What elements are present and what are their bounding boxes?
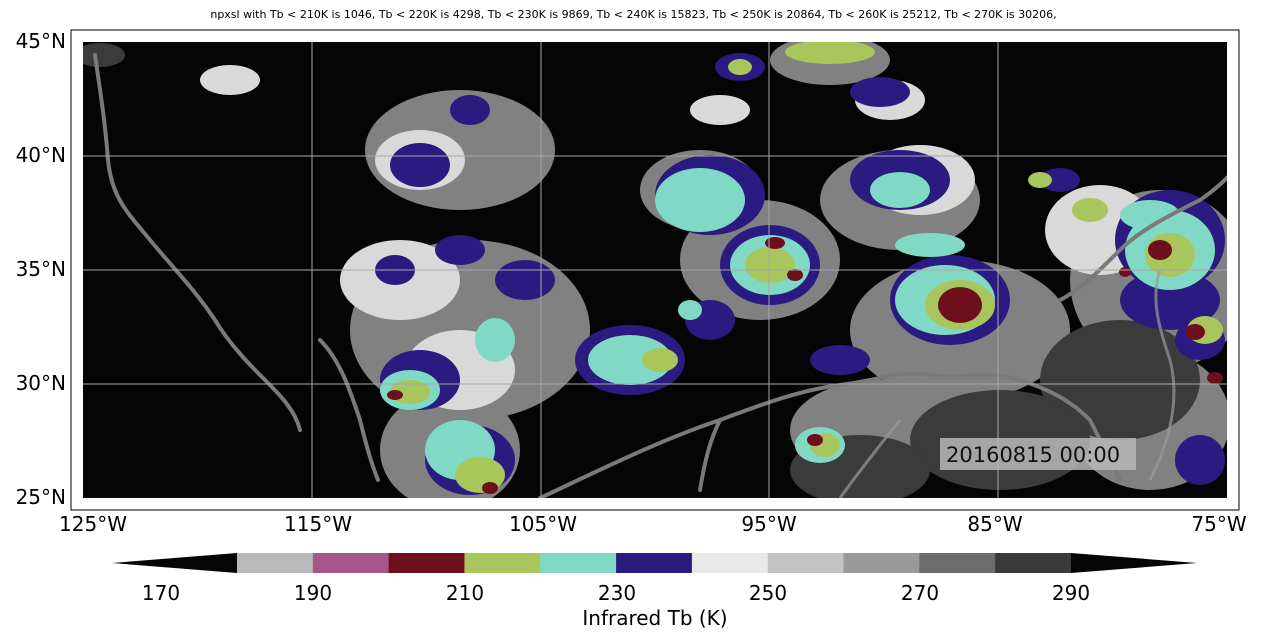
colorbar-tick: 290 (1052, 581, 1090, 605)
x-tick-label: 125°W (59, 512, 127, 536)
colorbar-tick: 190 (294, 581, 332, 605)
colorbar-tick-labels: 170 190 210 230 250 270 290 (142, 581, 1090, 605)
colorbar-tick: 250 (749, 581, 787, 605)
colorbar-segment (237, 553, 314, 573)
x-tick-label: 115°W (284, 512, 352, 536)
x-axis-ticks: 125°W 115°W 105°W 95°W 85°W 75°W (59, 512, 1247, 536)
colorbar-tick: 270 (901, 581, 939, 605)
colorbar-label: Infrared Tb (K) (582, 606, 727, 630)
cloud-field (83, 42, 1227, 498)
y-tick-label: 30°N (16, 371, 66, 395)
colorbar: 170 190 210 230 250 270 290 Infrared Tb … (112, 553, 1197, 630)
colorbar-tick: 170 (142, 581, 180, 605)
x-tick-label: 75°W (1191, 512, 1246, 536)
map-grid (83, 42, 1227, 498)
colorbar-segment (616, 553, 693, 573)
colorbar-segment (464, 553, 541, 573)
colorbar-segment (540, 553, 617, 573)
y-axis-ticks: 45°N 40°N 35°N 30°N 25°N (16, 29, 66, 509)
map-frame (70, 29, 1240, 511)
colorbar-tick: 210 (446, 581, 484, 605)
timestamp-box: 20160815 00:00 (940, 438, 1136, 470)
y-tick-label: 35°N (16, 257, 66, 281)
x-tick-label: 95°W (741, 512, 796, 536)
y-tick-label: 25°N (16, 485, 66, 509)
colorbar-segment (767, 553, 845, 573)
figure-title: npxsl with Tb < 210K is 1046, Tb < 220K … (210, 8, 1057, 21)
y-tick-label: 45°N (16, 29, 66, 53)
colorbar-tick: 230 (598, 581, 636, 605)
x-tick-label: 85°W (967, 512, 1022, 536)
timestamp-text: 20160815 00:00 (946, 443, 1120, 467)
colorbar-extend-low (112, 553, 237, 573)
x-tick-label: 105°W (509, 512, 577, 536)
y-tick-label: 40°N (16, 143, 66, 167)
colorbar-segment (995, 553, 1072, 573)
colorbar-segment (919, 553, 996, 573)
colorbar-segment (843, 553, 920, 573)
colorbar-extend-high (1071, 553, 1197, 573)
map-panel: 20160815 00:00 (70, 29, 1240, 511)
colorbar-segment (388, 553, 465, 573)
colorbar-segment (691, 553, 769, 573)
colorbar-segment (312, 553, 390, 573)
